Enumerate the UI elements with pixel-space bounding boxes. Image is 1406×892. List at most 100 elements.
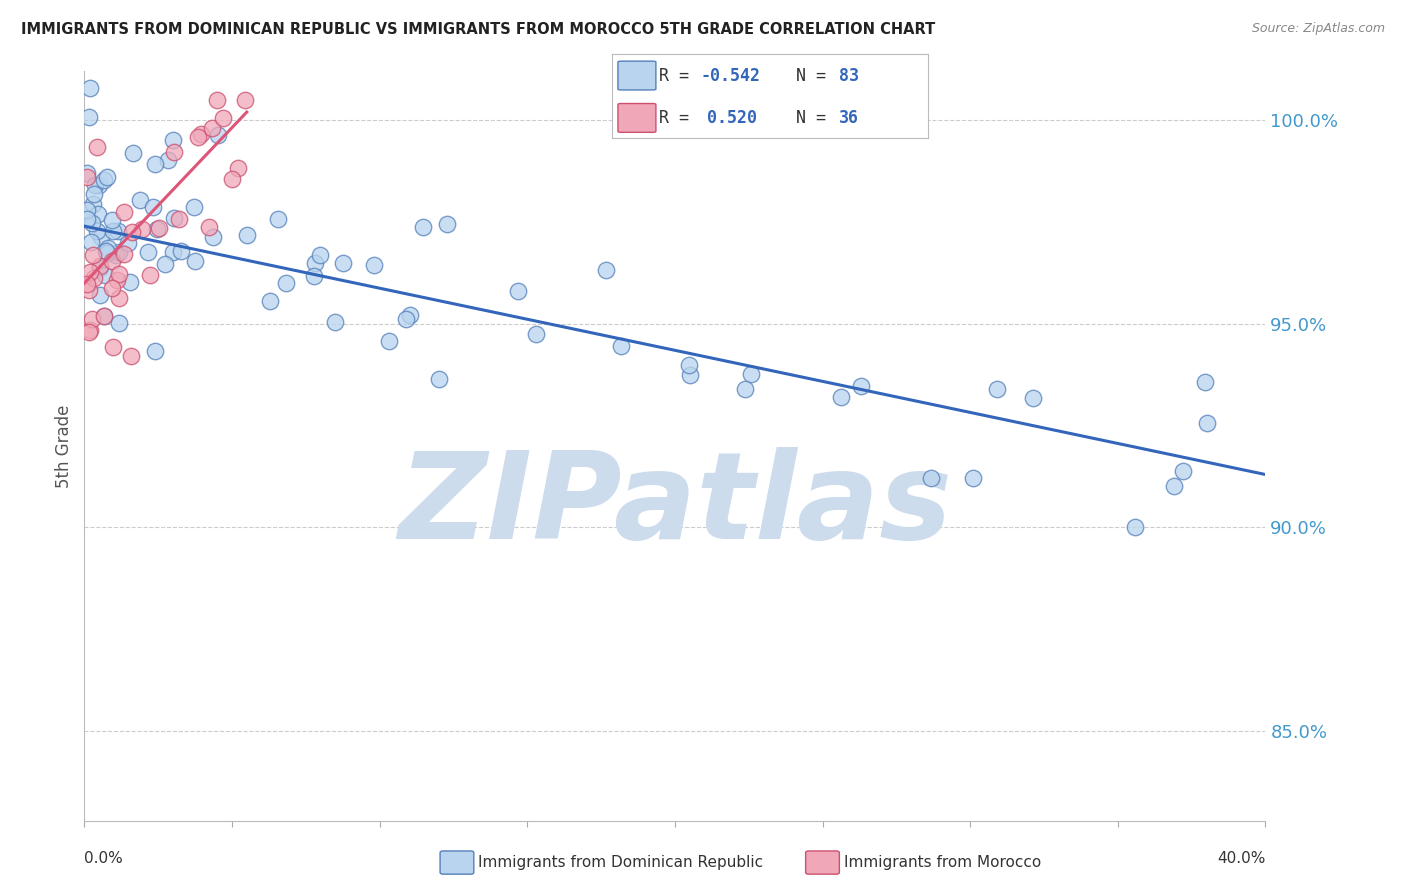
Point: [117, 235, 139, 250]
Point: [96, 245, 118, 260]
Point: [274, 276, 297, 290]
Point: [107, 316, 129, 330]
Point: [205, 93, 228, 107]
Point: [259, 294, 281, 309]
Point: [80, 235, 103, 250]
Point: [129, 194, 152, 208]
Point: [138, 268, 160, 282]
Point: [1021, 391, 1043, 405]
Point: [157, 153, 180, 167]
Text: N =: N =: [776, 109, 837, 127]
FancyBboxPatch shape: [619, 62, 655, 90]
Point: [79, 80, 101, 95]
Point: [412, 219, 434, 234]
Point: [308, 248, 330, 262]
Point: [107, 245, 129, 260]
Point: [399, 308, 422, 322]
Text: 36: 36: [839, 109, 859, 127]
Point: [1195, 416, 1218, 430]
Point: [436, 217, 458, 231]
Point: [101, 213, 124, 227]
Point: [395, 312, 418, 326]
Text: R =: R =: [659, 67, 699, 85]
Point: [83, 270, 105, 285]
Point: [97, 241, 120, 255]
Point: [82, 197, 104, 211]
Text: 83: 83: [839, 67, 859, 85]
Point: [108, 267, 131, 281]
Point: [142, 200, 165, 214]
Point: [1194, 376, 1216, 390]
Point: [187, 129, 209, 144]
Point: [136, 244, 159, 259]
Point: [267, 211, 290, 226]
Point: [104, 248, 127, 262]
Point: [96, 170, 118, 185]
Point: [155, 257, 177, 271]
Point: [1171, 464, 1194, 478]
Text: N =: N =: [776, 67, 837, 85]
Point: [332, 256, 354, 270]
Point: [610, 339, 633, 353]
Point: [734, 382, 756, 396]
Point: [76, 202, 98, 217]
Point: [143, 344, 166, 359]
Point: [849, 379, 872, 393]
Point: [830, 390, 852, 404]
Point: [235, 227, 257, 242]
Point: [87, 178, 110, 192]
Point: [82, 216, 104, 230]
Text: IMMIGRANTS FROM DOMINICAN REPUBLIC VS IMMIGRANTS FROM MOROCCO 5TH GRADE CORRELAT: IMMIGRANTS FROM DOMINICAN REPUBLIC VS IM…: [21, 22, 935, 37]
Point: [131, 222, 153, 236]
Point: [76, 277, 98, 291]
Point: [89, 259, 111, 273]
Point: [201, 230, 224, 244]
Point: [162, 244, 184, 259]
Point: [201, 120, 224, 135]
Text: 0.520: 0.520: [707, 109, 756, 127]
Point: [83, 178, 105, 192]
Point: [82, 248, 104, 262]
Point: [121, 225, 143, 239]
Point: [101, 253, 124, 268]
Point: [79, 324, 101, 338]
Point: [89, 261, 111, 276]
Point: [962, 471, 984, 485]
Y-axis label: 5th Grade: 5th Grade: [55, 404, 73, 488]
Point: [163, 145, 186, 159]
Point: [162, 133, 184, 147]
Point: [595, 263, 617, 277]
Point: [122, 146, 145, 161]
Point: [79, 110, 101, 124]
Point: [148, 220, 170, 235]
Point: [678, 358, 700, 372]
Point: [76, 211, 98, 226]
Point: [302, 269, 325, 284]
Point: [87, 207, 110, 221]
Point: [304, 256, 326, 270]
Point: [183, 200, 205, 214]
Point: [86, 140, 108, 154]
Point: [190, 127, 212, 141]
Point: [93, 309, 115, 323]
Point: [920, 471, 942, 485]
Text: Immigrants from Morocco: Immigrants from Morocco: [844, 855, 1040, 870]
Text: ZIPatlas: ZIPatlas: [398, 448, 952, 565]
Point: [93, 172, 115, 186]
Point: [77, 283, 100, 297]
Point: [986, 382, 1008, 396]
Point: [226, 161, 249, 175]
Point: [93, 309, 115, 323]
Point: [207, 128, 229, 143]
Point: [107, 225, 129, 239]
Point: [506, 285, 529, 299]
FancyBboxPatch shape: [619, 103, 655, 132]
Point: [197, 220, 219, 235]
Point: [679, 368, 702, 383]
Point: [89, 288, 111, 302]
Point: [112, 205, 135, 219]
Point: [163, 211, 186, 225]
Point: [101, 281, 124, 295]
Point: [235, 93, 257, 107]
Point: [146, 222, 169, 236]
